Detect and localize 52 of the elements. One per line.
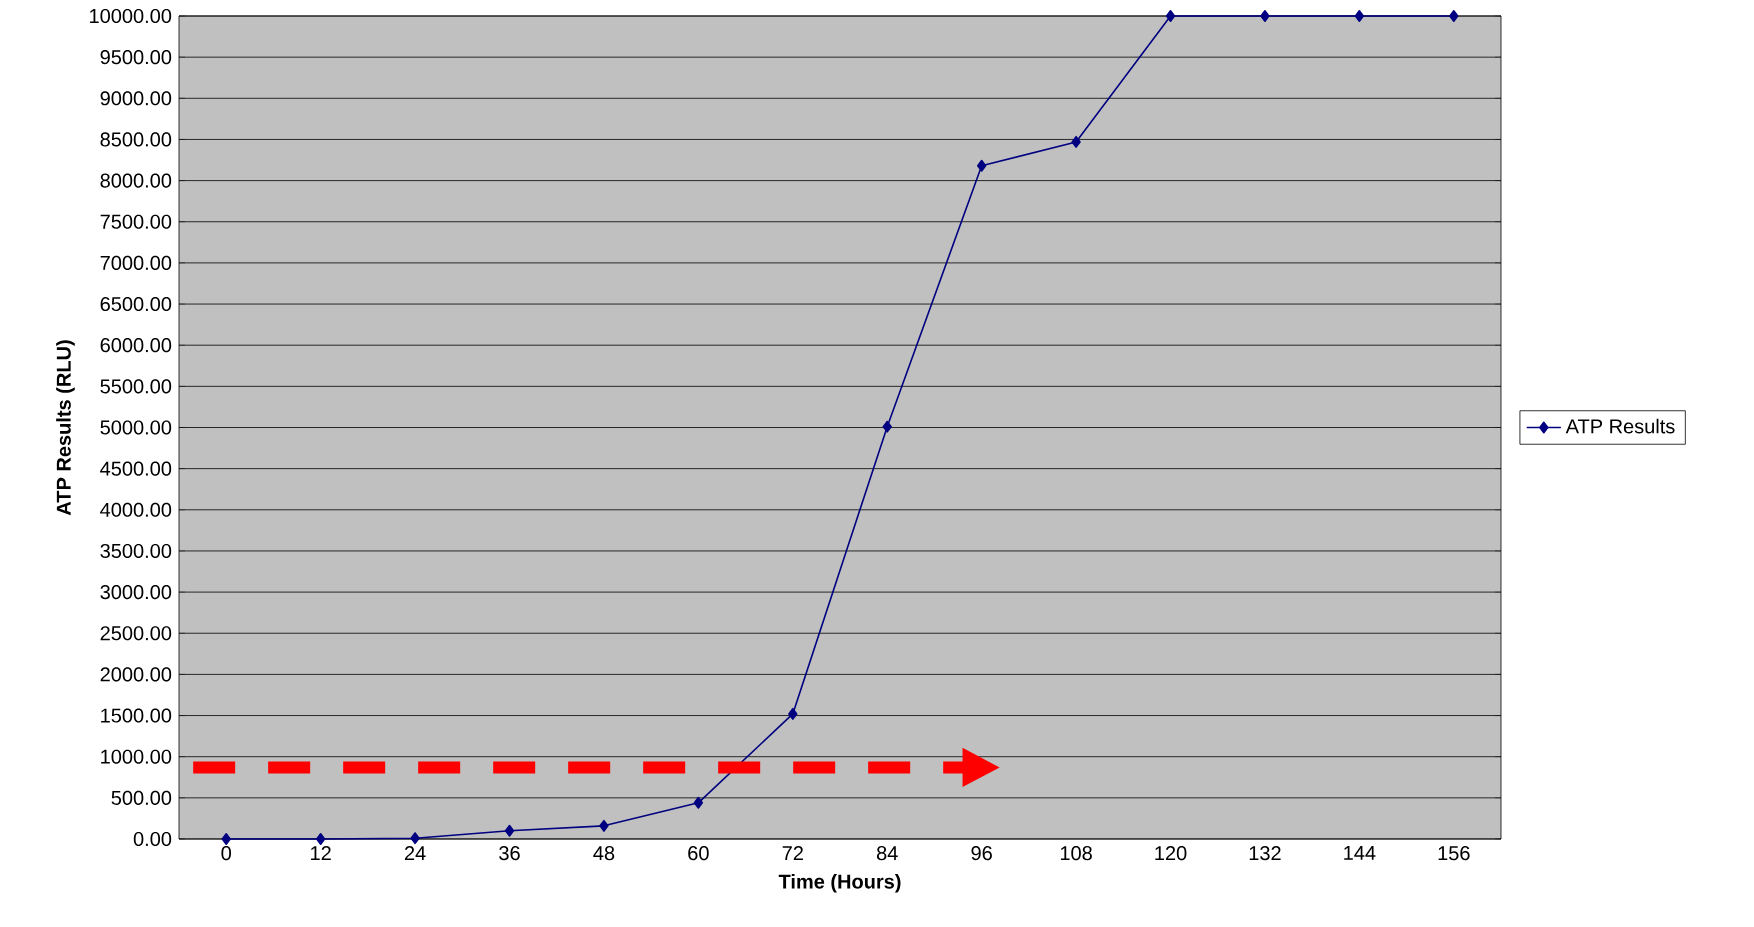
point — [221, 833, 231, 845]
y-tick-label: 4000.00 — [100, 502, 172, 517]
point — [1260, 10, 1270, 22]
point — [788, 707, 798, 720]
x-tick-label: 72 — [782, 846, 803, 861]
x-tick-label: 24 — [404, 846, 426, 861]
x-tick-label: 108 — [1060, 846, 1092, 861]
y-tick-label: 6500.00 — [100, 296, 172, 312]
y-tick-label: 4500.00 — [100, 461, 172, 476]
point — [504, 824, 515, 837]
x-tick-label: 48 — [593, 846, 615, 861]
point — [976, 159, 987, 172]
point — [1071, 135, 1081, 148]
y-tick-label: 1500.00 — [101, 708, 172, 723]
x-axis-title: Time (Hours) — [778, 873, 901, 893]
point — [410, 832, 420, 845]
x-tick-label: 12 — [311, 846, 331, 861]
x-tick-label: 156 — [1438, 846, 1470, 861]
x-tick-label: 60 — [688, 846, 709, 861]
point — [882, 420, 892, 433]
y-tick-label: 7500.00 — [100, 214, 172, 229]
x-tick-label: 36 — [499, 846, 520, 861]
x-tick-label: 120 — [1155, 846, 1187, 861]
y-tick-label: 9500.00 — [100, 50, 172, 65]
y-tick-label: 7000.00 — [100, 255, 172, 270]
y-tick-label: 500.00 — [111, 790, 172, 805]
legend-label: ATP Results — [1565, 418, 1675, 434]
point — [1165, 10, 1176, 22]
x-tick-label: 96 — [971, 846, 992, 861]
y-tick-label: 2000.00 — [100, 667, 172, 682]
point — [315, 833, 326, 845]
y-tick-label: 9000.00 — [100, 91, 172, 106]
y-tick-label: 3000.00 — [100, 585, 172, 600]
y-tick-label: 10000.00 — [90, 8, 172, 24]
y-tick-label: 2500.00 — [100, 626, 172, 641]
point — [693, 796, 704, 809]
y-tick-label: 5000.00 — [100, 420, 172, 435]
point — [1449, 10, 1459, 22]
x-tick-label: 132 — [1249, 846, 1281, 861]
y-axis-title: ATP Results (RLU) — [56, 340, 75, 516]
y-tick-label: 3500.00 — [100, 543, 172, 559]
x-tick-label: 84 — [876, 846, 898, 861]
y-tick-label: 8000.00 — [100, 173, 172, 188]
x-tick-label: 0 — [221, 846, 232, 861]
point — [599, 819, 609, 832]
y-tick-label: 5500.00 — [100, 379, 172, 394]
y-tick-label: 6000.00 — [100, 338, 172, 353]
point — [1354, 10, 1365, 22]
x-tick-label: 144 — [1344, 846, 1376, 860]
y-tick-label: 0.00 — [133, 831, 172, 847]
y-tick-label: 1000.00 — [101, 749, 172, 764]
y-tick-label: 8500.00 — [100, 132, 172, 147]
